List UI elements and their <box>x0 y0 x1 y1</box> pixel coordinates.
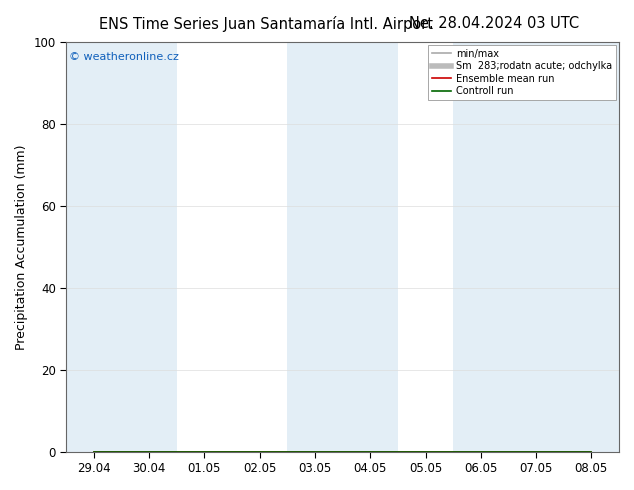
Bar <box>66 42 177 452</box>
Bar <box>287 42 398 452</box>
Text: ENS Time Series Juan Santamaría Intl. Airport: ENS Time Series Juan Santamaría Intl. Ai… <box>100 16 433 32</box>
Text: © weatheronline.cz: © weatheronline.cz <box>69 52 179 62</box>
Bar <box>453 42 619 452</box>
Legend: min/max, Sm  283;rodatn acute; odchylka, Ensemble mean run, Controll run: min/max, Sm 283;rodatn acute; odchylka, … <box>428 45 616 100</box>
Y-axis label: Precipitation Accumulation (mm): Precipitation Accumulation (mm) <box>15 144 28 349</box>
Text: Ne. 28.04.2024 03 UTC: Ne. 28.04.2024 03 UTC <box>410 16 579 31</box>
